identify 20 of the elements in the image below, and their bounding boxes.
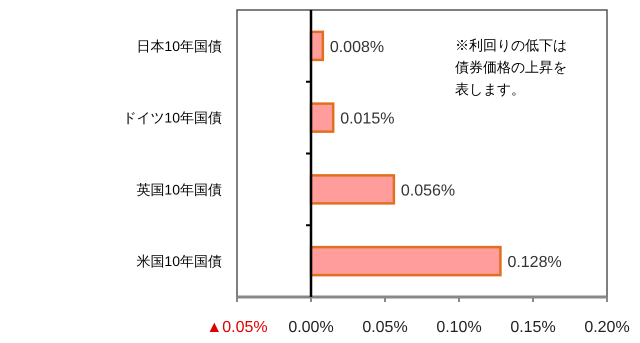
bar: [310, 246, 502, 276]
data-label: 0.008%: [330, 38, 384, 56]
y-tick-label: 米国10年国債: [136, 253, 222, 270]
x-tick-label: 0.00%: [288, 319, 334, 336]
data-label: 0.056%: [400, 182, 456, 200]
x-tick-label: 0.10%: [436, 319, 482, 336]
x-tick-label: 0.05%: [362, 319, 408, 336]
y-tick-label: 英国10年国債: [136, 181, 222, 198]
x-tick-label: ▲0.05%: [206, 319, 268, 336]
y-tick-label: ドイツ10年国債: [122, 110, 222, 126]
bar: [310, 174, 396, 205]
data-label: 0.015%: [340, 110, 394, 128]
y-tick-label: 日本10年国債: [136, 38, 222, 54]
annotation: ※利回りの低下は: [455, 37, 567, 53]
x-tick-label: 0.15%: [510, 319, 556, 336]
x-tick-label: 0.20%: [584, 319, 630, 336]
annotation: 債券価格の上昇を: [455, 59, 567, 75]
annotation: 表します。: [455, 81, 525, 97]
data-label: 0.128%: [507, 254, 562, 272]
bar: [310, 102, 334, 133]
